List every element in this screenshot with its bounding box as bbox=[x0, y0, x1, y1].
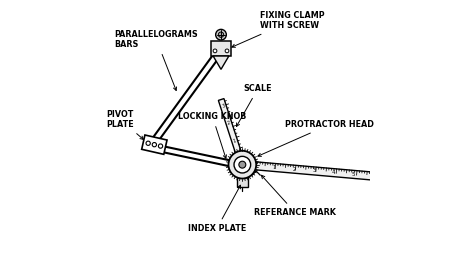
Text: 3: 3 bbox=[221, 103, 226, 109]
Polygon shape bbox=[219, 99, 241, 154]
Circle shape bbox=[228, 151, 256, 178]
Text: REFERANCE MARK: REFERANCE MARK bbox=[255, 175, 336, 217]
Circle shape bbox=[239, 161, 246, 168]
Text: INDEX PLATE: INDEX PLATE bbox=[188, 185, 246, 233]
Text: 4: 4 bbox=[332, 170, 336, 175]
Text: 1: 1 bbox=[273, 165, 276, 170]
Bar bbox=[237, 177, 247, 187]
Polygon shape bbox=[255, 162, 377, 180]
Circle shape bbox=[146, 141, 150, 146]
Text: SCALE: SCALE bbox=[237, 84, 272, 126]
Bar bbox=[211, 41, 231, 56]
Polygon shape bbox=[142, 135, 167, 154]
Text: 3: 3 bbox=[312, 168, 316, 173]
Text: LOCKING KNOB: LOCKING KNOB bbox=[178, 112, 247, 158]
Text: 1: 1 bbox=[232, 139, 237, 144]
Text: 2: 2 bbox=[292, 167, 296, 172]
Circle shape bbox=[152, 143, 156, 147]
Text: 2: 2 bbox=[227, 121, 231, 126]
Circle shape bbox=[234, 156, 251, 173]
Circle shape bbox=[219, 32, 224, 37]
Circle shape bbox=[225, 49, 229, 53]
Circle shape bbox=[213, 49, 217, 53]
Text: PROTRACTOR HEAD: PROTRACTOR HEAD bbox=[258, 120, 374, 156]
Text: 5: 5 bbox=[352, 172, 355, 177]
Text: PARALLELOGRAMS
BARS: PARALLELOGRAMS BARS bbox=[114, 30, 198, 91]
Text: PIVOT
PLATE: PIVOT PLATE bbox=[106, 110, 144, 139]
Polygon shape bbox=[213, 56, 229, 69]
Circle shape bbox=[216, 29, 227, 40]
Text: FIXING CLAMP
WITH SCREW: FIXING CLAMP WITH SCREW bbox=[232, 11, 324, 47]
Circle shape bbox=[158, 144, 163, 148]
